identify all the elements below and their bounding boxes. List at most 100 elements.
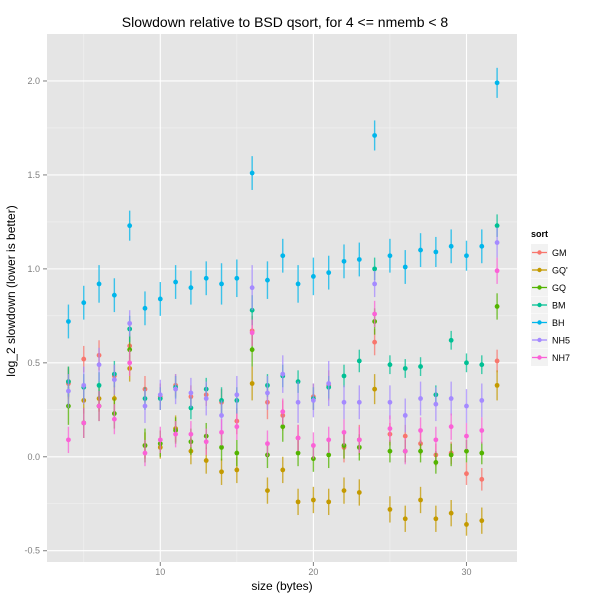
chart-title: Slowdown relative to BSD qsort, for 4 <=… — [122, 14, 449, 30]
legend-label: GQ' — [552, 266, 568, 276]
data-point — [81, 420, 87, 426]
data-point — [494, 304, 500, 309]
data-point — [448, 396, 454, 401]
legend-item: BH — [531, 314, 565, 331]
data-point — [295, 281, 301, 287]
x-axis: 10 20 30 — [155, 562, 471, 577]
legend-item: NH5 — [531, 331, 570, 349]
data-point — [433, 437, 439, 443]
data-point — [464, 360, 469, 366]
data-point — [280, 409, 286, 415]
data-point — [479, 243, 485, 249]
data-point — [234, 450, 240, 456]
x-tick-label: 30 — [461, 567, 471, 577]
data-point — [387, 399, 393, 405]
data-point — [402, 433, 408, 439]
data-point — [173, 279, 178, 285]
data-point — [234, 424, 240, 430]
data-point — [265, 390, 270, 396]
data-point — [448, 424, 454, 430]
data-point — [418, 497, 423, 503]
data-point — [433, 249, 439, 255]
data-point — [464, 522, 469, 527]
data-point — [494, 240, 500, 245]
y-tick-label: -0.5 — [24, 546, 40, 556]
data-point — [249, 381, 255, 386]
data-point — [111, 292, 117, 298]
data-point — [494, 268, 500, 274]
data-point — [479, 398, 485, 403]
data-point — [265, 441, 270, 447]
data-point — [203, 396, 209, 401]
y-tick-label: 2.0 — [27, 76, 40, 86]
data-point — [464, 448, 469, 454]
data-point — [418, 428, 423, 433]
data-point — [234, 392, 240, 398]
y-tick-label: 1.0 — [27, 264, 40, 274]
legend-label: NH5 — [552, 336, 570, 346]
data-point — [479, 518, 485, 524]
series-nh7 — [66, 257, 500, 467]
data-point — [387, 253, 393, 259]
data-point — [81, 382, 87, 388]
data-point — [479, 476, 485, 482]
legend-label: BH — [552, 318, 565, 328]
data-point — [203, 458, 209, 463]
data-point — [433, 516, 439, 522]
data-point — [402, 516, 408, 522]
data-point — [219, 444, 224, 450]
data-point — [173, 431, 178, 437]
data-point — [356, 490, 362, 495]
data-point — [326, 499, 332, 505]
series-bh — [66, 67, 500, 339]
data-point — [418, 247, 423, 253]
data-point — [372, 339, 378, 345]
data-point — [142, 305, 148, 311]
data-point — [341, 258, 347, 264]
data-point — [234, 275, 240, 281]
data-point — [326, 437, 332, 443]
data-point — [326, 381, 332, 386]
data-point — [249, 285, 255, 291]
data-point — [372, 281, 378, 287]
data-point — [372, 133, 378, 138]
data-point — [356, 358, 362, 364]
data-point — [203, 439, 209, 445]
data-point — [295, 499, 301, 505]
legend-item: GM — [531, 244, 567, 261]
data-point — [372, 311, 378, 317]
data-point — [418, 364, 423, 369]
data-point — [494, 80, 500, 86]
data-point — [433, 401, 439, 407]
data-point — [402, 448, 408, 454]
data-point — [310, 398, 316, 403]
data-point — [372, 386, 378, 392]
data-point — [173, 386, 178, 392]
data-point — [111, 416, 117, 422]
data-point — [479, 450, 485, 456]
data-point — [372, 266, 378, 272]
data-point — [448, 337, 454, 343]
data-point — [402, 413, 408, 418]
data-point — [326, 270, 332, 276]
data-point — [265, 277, 270, 283]
data-point — [188, 390, 194, 396]
legend-key-point — [537, 320, 542, 325]
data-point — [418, 396, 423, 401]
data-point — [66, 437, 71, 443]
data-point — [464, 253, 469, 259]
data-point — [356, 257, 362, 262]
y-tick-label: 0.0 — [27, 452, 40, 462]
data-point — [341, 429, 347, 435]
data-point — [157, 392, 163, 398]
data-point — [157, 296, 163, 302]
data-point — [479, 428, 485, 433]
data-point — [494, 358, 500, 364]
legend-key-point — [537, 267, 542, 273]
data-point — [188, 285, 194, 291]
data-point — [448, 510, 454, 516]
data-point — [280, 467, 286, 473]
data-point — [448, 452, 454, 458]
data-point — [418, 448, 423, 454]
